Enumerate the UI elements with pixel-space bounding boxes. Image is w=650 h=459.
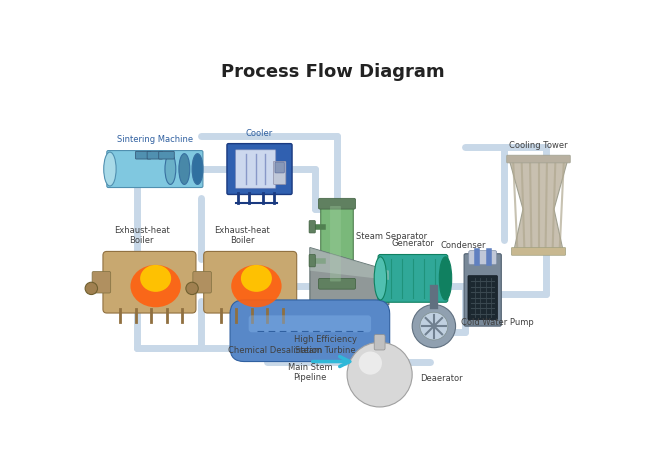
Circle shape	[347, 342, 412, 407]
Text: Generator: Generator	[391, 239, 434, 247]
FancyBboxPatch shape	[468, 276, 497, 319]
FancyBboxPatch shape	[135, 151, 151, 159]
Circle shape	[85, 282, 98, 295]
FancyBboxPatch shape	[374, 335, 385, 350]
Ellipse shape	[439, 257, 452, 300]
Text: High Efficiency
Steam Turbine: High Efficiency Steam Turbine	[294, 336, 357, 355]
Text: Main Stem
Pipeline: Main Stem Pipeline	[287, 363, 332, 382]
FancyBboxPatch shape	[378, 254, 448, 302]
FancyBboxPatch shape	[147, 151, 162, 159]
FancyBboxPatch shape	[274, 162, 286, 185]
Ellipse shape	[104, 152, 116, 186]
FancyBboxPatch shape	[318, 278, 356, 289]
Text: Chemical Desalination: Chemical Desalination	[227, 347, 322, 355]
Text: Exhaust-heat
Boiler: Exhaust-heat Boiler	[114, 226, 170, 245]
Text: Cooler: Cooler	[246, 129, 273, 138]
Text: Steam Separator: Steam Separator	[356, 231, 428, 241]
Ellipse shape	[131, 265, 181, 307]
FancyBboxPatch shape	[318, 198, 356, 209]
FancyBboxPatch shape	[227, 144, 292, 195]
FancyBboxPatch shape	[230, 300, 390, 362]
Ellipse shape	[374, 257, 387, 300]
Circle shape	[412, 305, 456, 347]
Text: Exhaust-heat
Boiler: Exhaust-heat Boiler	[214, 226, 270, 245]
FancyBboxPatch shape	[159, 151, 174, 159]
Circle shape	[359, 352, 382, 375]
FancyBboxPatch shape	[464, 254, 501, 326]
Circle shape	[186, 282, 198, 295]
Text: Cold Water Pump: Cold Water Pump	[461, 318, 534, 327]
FancyBboxPatch shape	[330, 206, 341, 281]
Text: Cooling Tower: Cooling Tower	[509, 141, 568, 150]
FancyBboxPatch shape	[309, 254, 315, 267]
FancyBboxPatch shape	[92, 271, 111, 293]
Text: Process Flow Diagram: Process Flow Diagram	[221, 63, 445, 81]
Ellipse shape	[241, 265, 272, 292]
FancyBboxPatch shape	[309, 221, 315, 233]
FancyBboxPatch shape	[249, 315, 371, 332]
Text: Sintering Machine: Sintering Machine	[117, 135, 193, 145]
FancyBboxPatch shape	[107, 151, 203, 188]
FancyBboxPatch shape	[235, 150, 276, 188]
FancyBboxPatch shape	[512, 247, 566, 255]
FancyBboxPatch shape	[103, 252, 196, 313]
Text: Condenser: Condenser	[441, 241, 486, 250]
Ellipse shape	[231, 265, 281, 307]
FancyBboxPatch shape	[193, 271, 211, 293]
Text: Deaerator: Deaerator	[420, 374, 463, 383]
Ellipse shape	[179, 154, 190, 185]
FancyBboxPatch shape	[275, 162, 284, 173]
FancyBboxPatch shape	[507, 155, 570, 163]
Polygon shape	[310, 247, 389, 328]
Ellipse shape	[192, 154, 203, 185]
FancyBboxPatch shape	[203, 252, 296, 313]
FancyBboxPatch shape	[469, 251, 497, 264]
FancyBboxPatch shape	[320, 202, 354, 286]
Ellipse shape	[165, 154, 176, 185]
Circle shape	[420, 312, 448, 340]
Polygon shape	[310, 247, 389, 280]
Polygon shape	[509, 159, 568, 252]
Ellipse shape	[140, 265, 171, 292]
